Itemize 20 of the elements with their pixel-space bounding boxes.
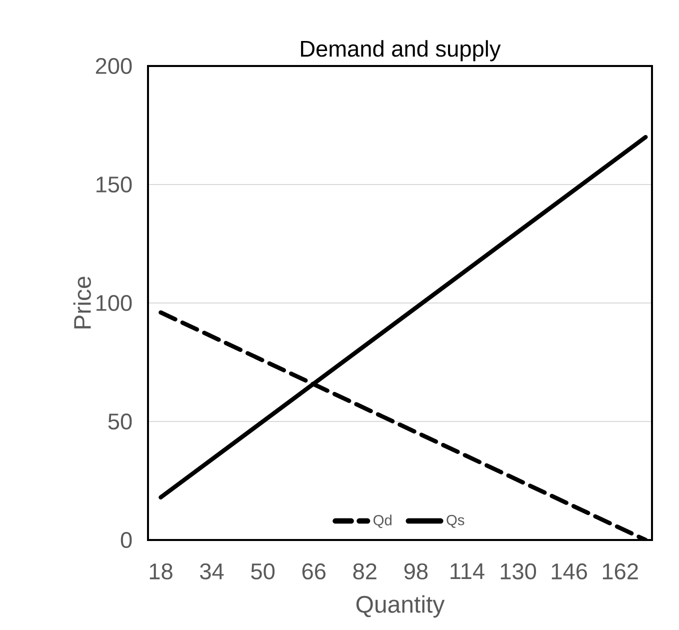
x-tick-label: 18	[150, 563, 172, 580]
x-tick-label: 82	[353, 563, 376, 580]
y-tick-label: 200	[96, 58, 132, 74]
legend-label: Qd	[374, 514, 392, 528]
x-tick-label: 98	[404, 563, 428, 580]
y-axis-title: Price	[73, 276, 91, 328]
chart-title: Demand and supply	[301, 40, 501, 62]
x-tick-label: 66	[302, 563, 326, 580]
legend-label: Qs	[446, 514, 464, 528]
y-tick-label: 50	[108, 413, 132, 430]
x-tick-label: 130	[500, 563, 536, 580]
x-tick-label: 34	[200, 563, 224, 580]
x-tick-label: 162	[602, 563, 638, 580]
x-tick-label: 50	[251, 563, 275, 580]
y-tick-label: 100	[96, 294, 132, 312]
y-tick-label: 150	[96, 176, 132, 193]
x-tick-label: 146	[552, 563, 587, 580]
y-tick-label: 0	[120, 532, 132, 548]
x-axis-title: Quantity	[356, 595, 445, 618]
x-tick-label: 114	[450, 563, 484, 579]
